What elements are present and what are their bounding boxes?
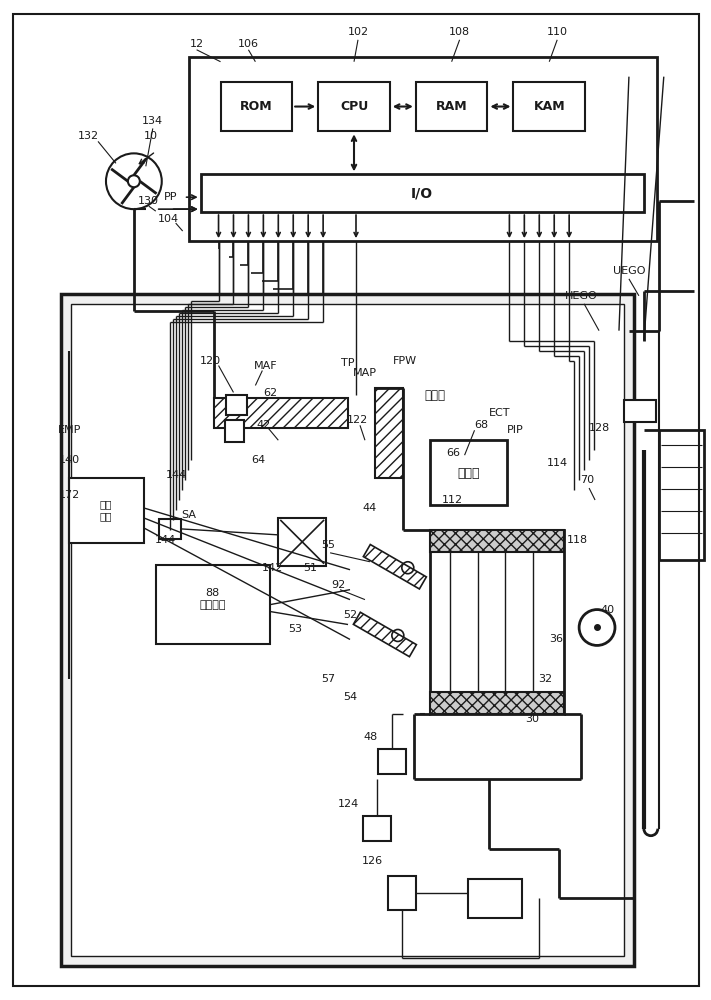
Bar — [375, 388, 403, 478]
Bar — [220, 82, 292, 131]
Text: 57: 57 — [321, 674, 335, 684]
Text: RAM: RAM — [436, 100, 467, 113]
Bar — [659, 430, 704, 560]
Text: 62: 62 — [263, 388, 277, 398]
Bar — [429, 530, 565, 714]
Text: 12: 12 — [190, 39, 203, 49]
Bar — [278, 518, 326, 566]
Text: 112: 112 — [442, 495, 463, 505]
Text: 172: 172 — [58, 490, 80, 500]
Text: UEGO: UEGO — [613, 266, 645, 276]
Bar — [61, 294, 634, 966]
Text: 114: 114 — [547, 458, 568, 468]
Bar — [429, 530, 565, 552]
Text: 48: 48 — [364, 732, 378, 742]
Bar — [429, 530, 565, 552]
Text: 142: 142 — [262, 563, 283, 573]
Text: 108: 108 — [449, 27, 470, 37]
Text: KAM: KAM — [533, 100, 565, 113]
Text: 102: 102 — [348, 27, 368, 37]
Bar — [363, 816, 391, 841]
Text: 64: 64 — [251, 455, 265, 465]
Bar — [225, 420, 245, 442]
Polygon shape — [353, 612, 417, 657]
Bar — [416, 82, 488, 131]
Bar — [318, 82, 390, 131]
Text: MAP: MAP — [353, 368, 377, 378]
Text: EMP: EMP — [58, 425, 81, 435]
Text: 驱动器: 驱动器 — [457, 467, 480, 480]
Text: CPU: CPU — [340, 100, 368, 113]
Text: 118: 118 — [567, 535, 588, 545]
Polygon shape — [363, 545, 427, 589]
Text: 120: 120 — [200, 356, 221, 366]
Text: 54: 54 — [343, 692, 357, 702]
Text: 140: 140 — [58, 455, 80, 465]
Text: 106: 106 — [238, 39, 259, 49]
Bar — [429, 440, 508, 505]
Text: 126: 126 — [361, 856, 383, 866]
Text: SA: SA — [181, 510, 196, 520]
Text: 44: 44 — [363, 503, 377, 513]
Text: 130: 130 — [139, 196, 159, 206]
Bar — [156, 565, 270, 644]
Text: 32: 32 — [538, 674, 552, 684]
Text: 92: 92 — [331, 580, 346, 590]
Text: 144: 144 — [166, 470, 187, 480]
Text: PP: PP — [164, 192, 178, 202]
Text: 110: 110 — [547, 27, 567, 37]
Bar — [378, 749, 406, 774]
Text: 70: 70 — [580, 475, 594, 485]
Bar — [468, 879, 523, 918]
Text: 51: 51 — [303, 563, 317, 573]
Text: FPW: FPW — [392, 356, 417, 366]
Text: 10: 10 — [144, 131, 158, 141]
Text: 134: 134 — [142, 116, 164, 126]
Text: 52: 52 — [343, 610, 357, 620]
Text: 66: 66 — [447, 448, 461, 458]
Text: 104: 104 — [158, 214, 179, 224]
Text: 53: 53 — [288, 624, 302, 634]
Bar — [388, 876, 416, 910]
Bar — [71, 304, 624, 956]
Text: 144: 144 — [155, 535, 176, 545]
Text: 燃料
系统: 燃料 系统 — [100, 499, 112, 521]
Text: PIP: PIP — [507, 425, 524, 435]
Text: 42: 42 — [256, 420, 270, 430]
Text: MAF: MAF — [254, 361, 277, 371]
Bar — [429, 692, 565, 714]
Text: 88: 88 — [205, 588, 220, 598]
Text: 55: 55 — [321, 540, 335, 550]
Text: ROM: ROM — [240, 100, 273, 113]
Bar — [624, 400, 656, 422]
Text: 40: 40 — [600, 605, 614, 615]
Text: 点火系统: 点火系统 — [199, 600, 226, 610]
Text: HEGO: HEGO — [565, 291, 597, 301]
Bar — [159, 519, 181, 539]
Text: I/O: I/O — [411, 186, 433, 200]
Text: 124: 124 — [338, 799, 358, 809]
Text: 30: 30 — [525, 714, 540, 724]
Bar — [375, 388, 403, 478]
Bar — [225, 395, 247, 415]
Text: TP: TP — [341, 358, 355, 368]
Text: 132: 132 — [77, 131, 99, 141]
Text: 68: 68 — [474, 420, 488, 430]
Text: 36: 36 — [549, 634, 563, 644]
Bar — [188, 57, 657, 241]
Text: 128: 128 — [589, 423, 609, 433]
Bar — [213, 398, 348, 428]
Bar — [213, 398, 348, 428]
Bar — [429, 692, 565, 714]
Bar — [201, 174, 644, 212]
Bar — [69, 478, 144, 543]
Text: ECT: ECT — [488, 408, 510, 418]
Text: 驱动器: 驱动器 — [424, 389, 445, 402]
Text: 122: 122 — [346, 415, 368, 425]
Bar — [513, 82, 585, 131]
